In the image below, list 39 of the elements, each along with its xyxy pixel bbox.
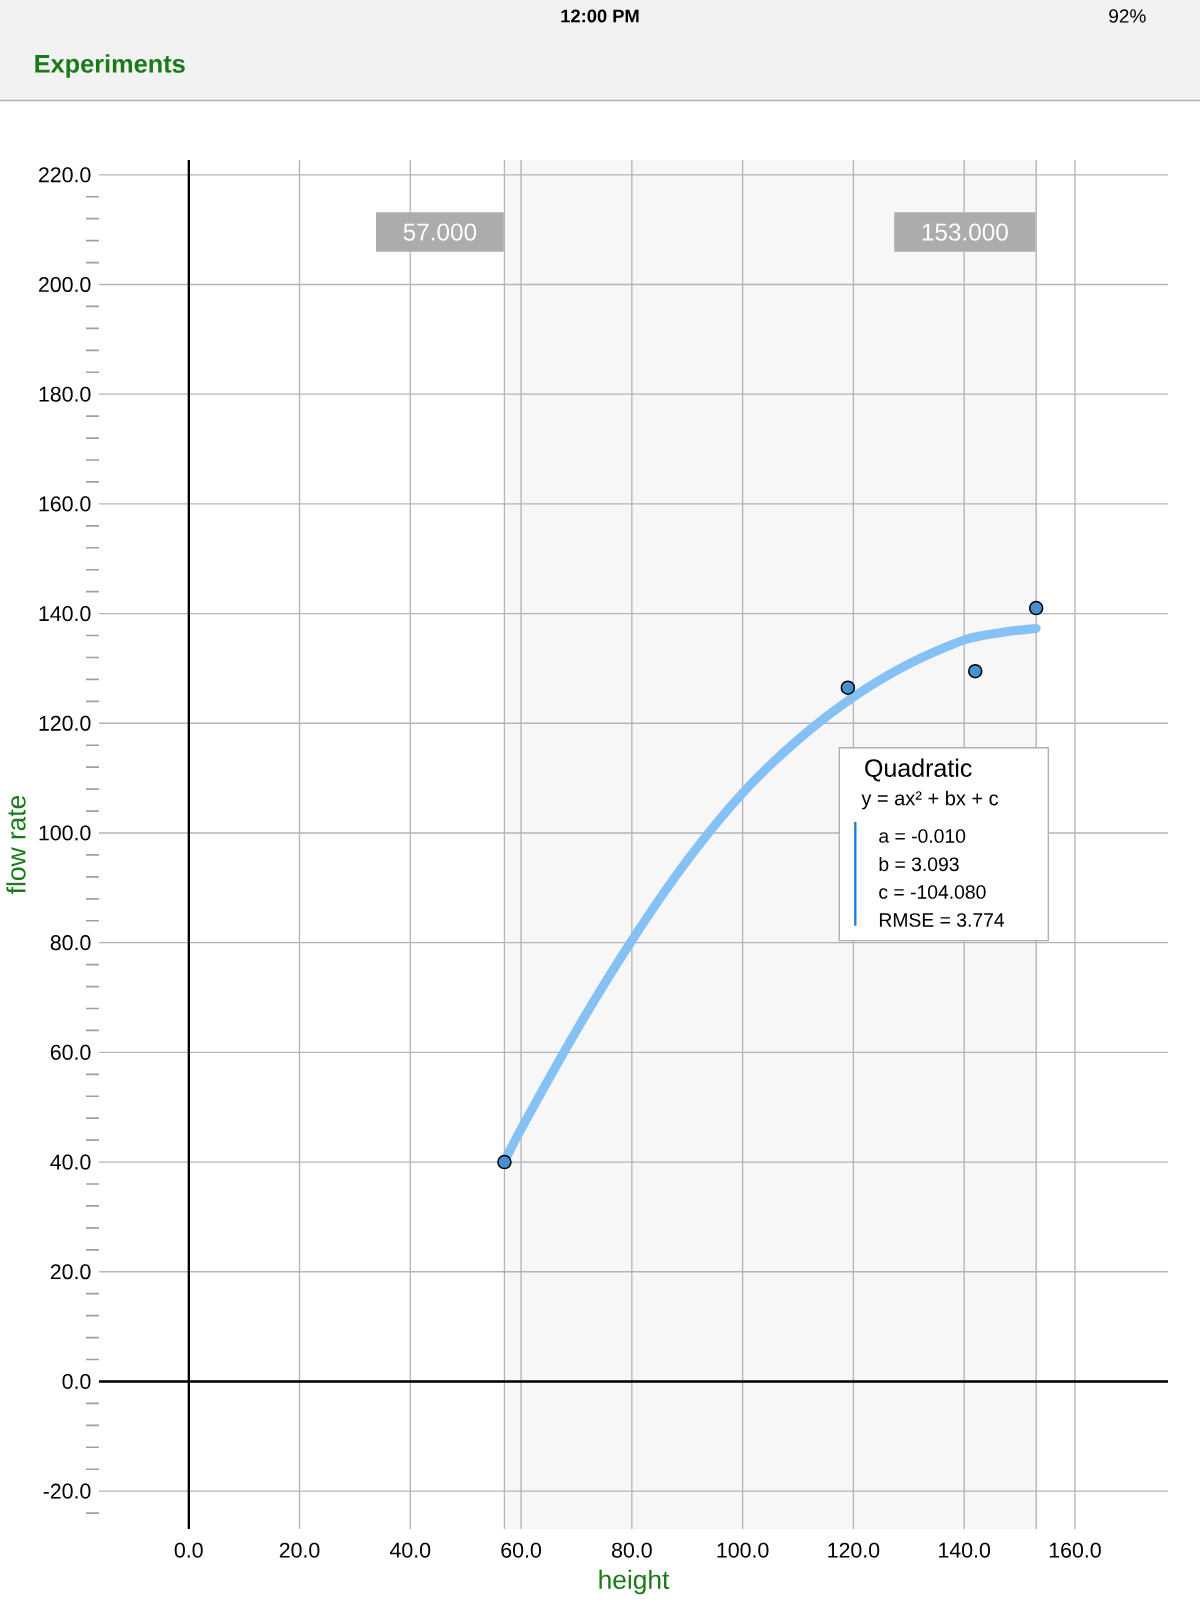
text: 12:00 PM (561, 9, 639, 23)
y-tick-label: 80.0 (50, 935, 91, 951)
x-tick-label: 120.0 (828, 1542, 880, 1558)
y-tick-label: 140.0 (39, 606, 91, 622)
x-tick-label: 20.0 (279, 1542, 320, 1558)
y-tick-label: 120.0 (39, 715, 91, 731)
annotation: y = ax² + bx + c (861, 790, 999, 810)
chart-title: Experiments (35, 54, 185, 78)
x-tick-label: 100.0 (717, 1542, 769, 1558)
text: 92% (1109, 9, 1146, 23)
x-tick-label: 140.0 (939, 1542, 991, 1558)
y-tick-label: 20.0 (50, 1264, 91, 1280)
annotation: a = -0.010 (879, 829, 966, 843)
annotation: c = -104.080 (879, 885, 986, 899)
x-tick-label: 80.0 (612, 1542, 652, 1558)
x-tick-label: 0.0 (174, 1542, 203, 1558)
annotation: b = 3.093 (879, 856, 959, 872)
annotation: RMSE = 3.774 (879, 913, 1005, 927)
y-tick-label: 180.0 (39, 386, 91, 402)
annotation: Quadratic (865, 758, 972, 782)
y-tick-label: 200.0 (39, 276, 91, 293)
point (497, 1154, 512, 1170)
ref-line-label: 57.000 (403, 223, 477, 241)
y-tick-label: 0.0 (62, 1373, 91, 1390)
point (840, 680, 856, 695)
y-tick-label: 220.0 (39, 167, 91, 183)
y-tick-label: 40.0 (50, 1154, 91, 1170)
x-axis-title: height (599, 1569, 670, 1595)
y-tick-label: 100.0 (39, 825, 91, 841)
x-tick-label: 60.0 (501, 1542, 541, 1558)
y-tick-label: 160.0 (39, 496, 91, 512)
y-tick-label: -20.0 (43, 1483, 91, 1499)
point (968, 663, 983, 679)
x-tick-label: 40.0 (389, 1542, 431, 1558)
x-tick-label: 160.0 (1049, 1542, 1101, 1558)
y-axis-title: flow rate (6, 795, 26, 894)
y-tick-label: 60.0 (50, 1044, 91, 1060)
ref-line-label: 153.000 (922, 223, 1008, 241)
point (1028, 600, 1044, 616)
